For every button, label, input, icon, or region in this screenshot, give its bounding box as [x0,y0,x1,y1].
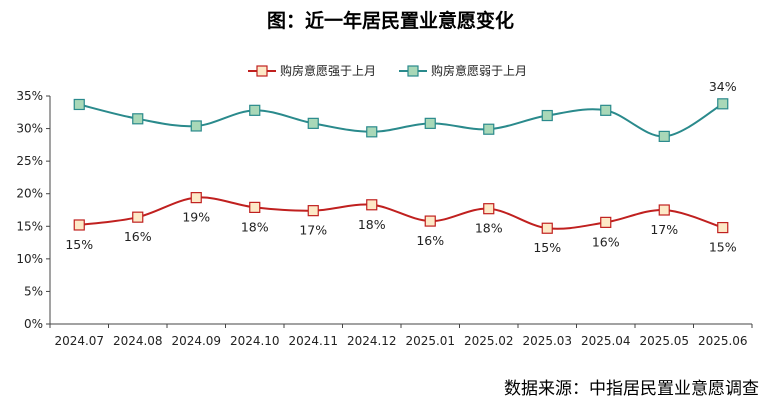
y-tick-label: 35% [16,89,43,103]
series-line-2 [79,102,724,138]
data-point-marker [541,222,553,234]
chart-title: 图：近一年居民置业意愿变化 [266,10,514,32]
data-label: 15% [709,240,737,255]
data-source-note: 数据来源：中指居民置业意愿调查 [504,379,759,399]
data-point-marker [658,204,670,216]
legend-marker [256,65,268,77]
data-point-marker [249,104,261,116]
y-tick-label: 10% [16,252,43,266]
x-tick-label: 2024.07 [54,334,104,348]
data-point-marker [541,109,553,122]
data-point-marker [658,130,670,142]
legend-marker [407,65,419,77]
data-point-marker [190,120,202,132]
data-point-marker [132,211,144,223]
data-label: 18% [358,217,386,232]
y-tick-label: 15% [16,219,43,233]
data-label: 34% [709,79,737,94]
data-label: 16% [592,234,620,249]
data-point-marker [307,205,319,217]
y-tick-label: 5% [24,284,43,298]
data-label: 18% [241,219,269,234]
data-label: 17% [650,222,678,237]
x-tick-label: 2025.04 [581,334,631,348]
data-label: 15% [533,240,561,255]
x-tick-label: 2024.12 [347,334,397,348]
x-tick-label: 2024.08 [113,334,163,348]
y-tick-label: 20% [16,187,43,201]
data-label: 17% [299,223,327,238]
data-label: 19% [182,210,210,225]
data-point-marker [366,126,378,138]
data-point-marker [132,113,144,125]
legend-label: 购房意愿强于上月 [280,63,376,78]
y-tick-label: 30% [16,122,43,136]
x-tick-label: 2025.06 [698,334,748,348]
data-point-marker [249,201,261,213]
data-label: 16% [416,233,444,248]
data-label: 16% [124,229,152,244]
data-label: 15% [65,237,93,252]
x-tick-label: 2025.05 [639,334,689,348]
data-point-marker [600,104,612,116]
x-tick-label: 2025.02 [464,334,514,348]
data-point-marker [366,199,378,211]
data-point-marker [483,123,495,135]
data-label: 18% [475,221,503,236]
data-point-marker [717,221,729,234]
data-point-marker [600,216,612,228]
x-tick-label: 2024.11 [288,334,338,348]
x-tick-label: 2024.10 [230,334,280,348]
data-point-marker [190,192,202,204]
data-point-marker [73,219,85,231]
data-point-marker [483,203,495,215]
series-line-1 [79,196,724,230]
y-tick-label: 0% [24,317,43,331]
x-tick-label: 2025.03 [522,334,572,348]
data-point-marker [717,98,729,110]
legend-label: 购房意愿弱于上月 [431,63,527,78]
data-point-marker [73,98,85,111]
x-tick-label: 2025.01 [405,334,455,348]
x-tick-label: 2024.09 [171,334,221,348]
data-point-marker [307,117,319,129]
data-point-marker [424,117,436,129]
data-point-marker [424,215,436,227]
y-tick-label: 25% [16,154,43,168]
